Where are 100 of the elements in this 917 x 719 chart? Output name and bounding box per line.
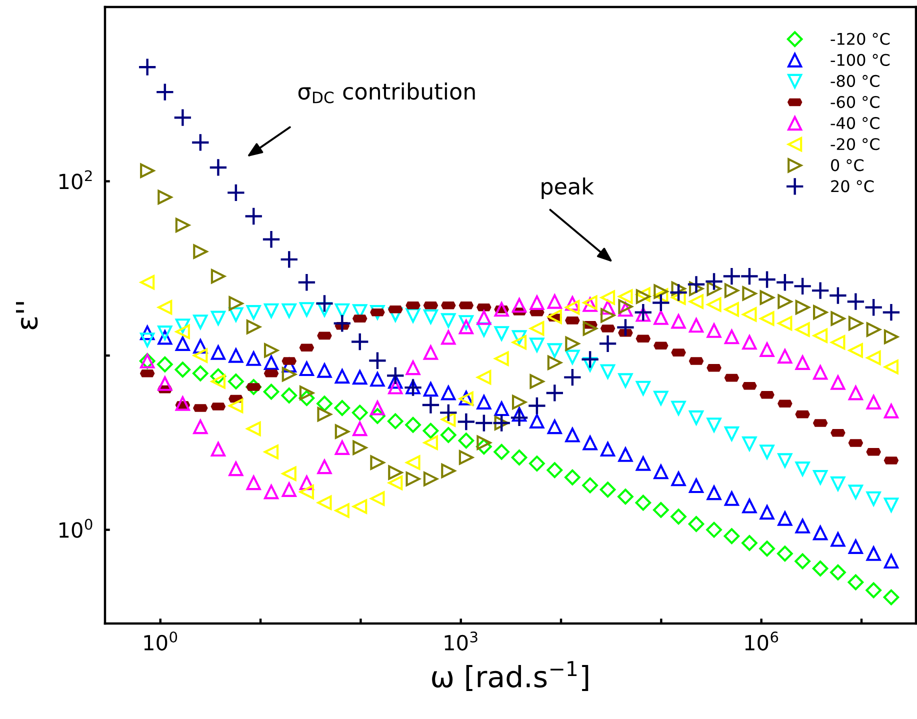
- point: [387, 413, 404, 430]
- point: [352, 421, 368, 436]
- point: [510, 408, 529, 428]
- point: [210, 268, 226, 284]
- point: [423, 345, 438, 360]
- point: [830, 335, 846, 350]
- point: [616, 318, 635, 337]
- point: [565, 428, 580, 442]
- point: [528, 396, 546, 416]
- point: [476, 322, 492, 337]
- point: [600, 290, 616, 305]
- point: [688, 410, 704, 425]
- point: [370, 372, 385, 387]
- point: [423, 472, 438, 486]
- point: [317, 459, 332, 474]
- point: [246, 320, 261, 334]
- point: [158, 376, 172, 391]
- legend-label: -100 °C: [830, 54, 890, 66]
- point: [158, 190, 172, 205]
- point: [264, 343, 279, 358]
- point: [476, 438, 492, 455]
- point: [210, 345, 226, 360]
- point: [282, 303, 296, 318]
- point: [494, 401, 509, 416]
- legend-label: 0 °C: [831, 159, 864, 172]
- point: [155, 82, 174, 102]
- point: [530, 321, 544, 336]
- point: [565, 300, 580, 315]
- point: [299, 361, 314, 376]
- point: [228, 461, 244, 476]
- point: [742, 335, 757, 350]
- point: [795, 322, 810, 337]
- point: [688, 516, 704, 532]
- point: [778, 316, 792, 331]
- point: [846, 292, 866, 312]
- point: [600, 442, 616, 457]
- point: [404, 378, 422, 398]
- point: [228, 374, 244, 390]
- point: [706, 486, 722, 500]
- point: [547, 294, 562, 309]
- legend-label: -60 °C: [830, 96, 880, 108]
- point: [405, 416, 421, 433]
- point: [688, 294, 704, 309]
- point: [456, 412, 476, 432]
- point: [813, 470, 828, 485]
- point: [530, 414, 544, 428]
- point: [421, 396, 440, 414]
- point: [618, 289, 633, 304]
- point: [724, 330, 740, 344]
- point: [317, 302, 332, 317]
- point: [565, 336, 580, 351]
- point: [441, 464, 456, 478]
- point: [654, 464, 668, 480]
- point: [848, 386, 863, 400]
- x-tick-label: 10$^{0}$: [144, 631, 178, 651]
- point: [598, 334, 618, 354]
- point: [777, 546, 793, 562]
- legend-label: -80 °C: [830, 74, 880, 88]
- point: [352, 440, 368, 455]
- point: [618, 447, 633, 462]
- point: [759, 540, 775, 557]
- point: [706, 297, 722, 312]
- point: [530, 338, 544, 352]
- point: [494, 302, 509, 317]
- point: [476, 435, 492, 450]
- point: [688, 281, 704, 296]
- point: [813, 305, 828, 320]
- point: [795, 355, 810, 370]
- point: [441, 330, 456, 345]
- point: [386, 366, 405, 386]
- point: [297, 272, 316, 292]
- point: [545, 384, 564, 402]
- point: [476, 394, 492, 410]
- point: [512, 298, 527, 313]
- point: [334, 503, 350, 518]
- point: [671, 290, 686, 305]
- point: [671, 400, 686, 416]
- point: [476, 370, 492, 385]
- point: [671, 472, 686, 486]
- point: [706, 522, 722, 538]
- point: [724, 491, 740, 506]
- point: [580, 350, 600, 369]
- point: [334, 400, 350, 416]
- point: [864, 298, 884, 317]
- point: [208, 158, 228, 177]
- point: [688, 478, 704, 494]
- point: [441, 386, 456, 400]
- point: [760, 444, 774, 460]
- point: [370, 305, 385, 320]
- point: [724, 426, 740, 442]
- point: [280, 250, 299, 269]
- point: [778, 453, 792, 468]
- point: [848, 574, 864, 590]
- point: [810, 281, 830, 300]
- point: [158, 330, 172, 345]
- point: [654, 390, 668, 406]
- point: [564, 469, 580, 486]
- point: [706, 323, 722, 338]
- point: [760, 290, 774, 305]
- point: [634, 302, 653, 322]
